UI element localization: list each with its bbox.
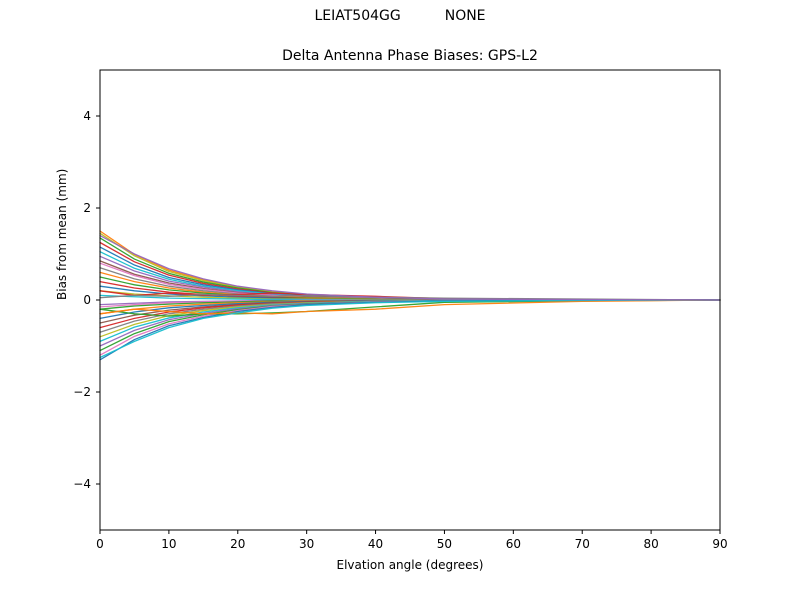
x-tick-label: 70: [575, 537, 590, 551]
y-tick-label: 0: [83, 293, 91, 307]
y-tick-label: −2: [73, 385, 91, 399]
y-tick-label: 4: [83, 109, 91, 123]
x-tick-label: 20: [230, 537, 245, 551]
x-tick-label: 30: [299, 537, 314, 551]
x-tick-label: 10: [161, 537, 176, 551]
series-line: [99, 299, 721, 315]
x-tick-label: 60: [506, 537, 521, 551]
x-tick-label: 90: [712, 537, 727, 551]
x-axis-label: Elvation angle (degrees): [336, 558, 484, 572]
x-tick-label: 80: [643, 537, 658, 551]
series-line: [99, 299, 721, 317]
chart-title: Delta Antenna Phase Biases: GPS-L2: [282, 48, 538, 64]
figure-suptitle: LEIAT504GG NONE: [0, 8, 800, 24]
series-line: [99, 293, 721, 301]
series-line: [99, 234, 721, 301]
series-line: [99, 299, 721, 359]
x-tick-label: 50: [437, 537, 452, 551]
suptitle-antenna: LEIAT504GG: [314, 8, 401, 24]
y-tick-label: −4: [73, 477, 91, 491]
x-tick-label: 0: [96, 537, 104, 551]
y-tick-label: 2: [83, 201, 91, 215]
suptitle-radome: NONE: [444, 8, 486, 24]
x-tick-label: 40: [368, 537, 383, 551]
